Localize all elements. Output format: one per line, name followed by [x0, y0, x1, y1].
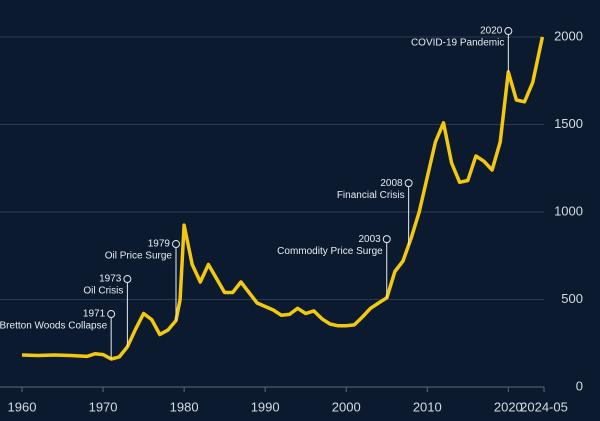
x-tick-label: 1980 — [170, 399, 199, 414]
annotation-year: 2008 — [380, 178, 403, 189]
annotation-label: COVID-19 Pandemic — [411, 38, 504, 49]
annotation-marker — [172, 240, 181, 249]
annotation-marker — [504, 27, 513, 36]
annotation-marker — [107, 310, 116, 319]
y-tick-label: 1000 — [554, 203, 583, 218]
x-tick-label: 2020 — [494, 399, 523, 414]
y-tick-label: 2000 — [554, 28, 583, 43]
annotation-marker — [123, 275, 132, 284]
annotation-year: 1971 — [83, 309, 106, 320]
line — [21, 36, 545, 361]
x-tick-label: 2024-05 — [520, 399, 568, 414]
annotation-label: Oil Price Surge — [105, 251, 173, 262]
y-tick-label: 0 — [576, 378, 583, 393]
y-tick-label: 1500 — [554, 116, 583, 131]
annotation-label: Bretton Woods Collapse — [0, 321, 108, 332]
annotation-year: 1973 — [99, 274, 122, 285]
annotation-year: 2020 — [480, 26, 503, 37]
x-tick-label: 1970 — [89, 399, 118, 414]
annotation-year: 1979 — [148, 239, 171, 250]
x-tick-label: 1990 — [251, 399, 280, 414]
x-tick-label: 2010 — [413, 399, 442, 414]
x-tick-label: 2000 — [332, 399, 361, 414]
annotation-label: Commodity Price Surge — [277, 246, 383, 257]
x-tick-label: 1960 — [8, 399, 37, 414]
y-tick-label: 500 — [561, 291, 583, 306]
annotation-label: Financial Crisis — [337, 190, 405, 201]
annotation-year: 2003 — [359, 234, 382, 245]
annotation-marker — [382, 235, 391, 244]
annotation-label: Oil Crisis — [83, 286, 123, 297]
annotation-marker — [404, 179, 413, 188]
